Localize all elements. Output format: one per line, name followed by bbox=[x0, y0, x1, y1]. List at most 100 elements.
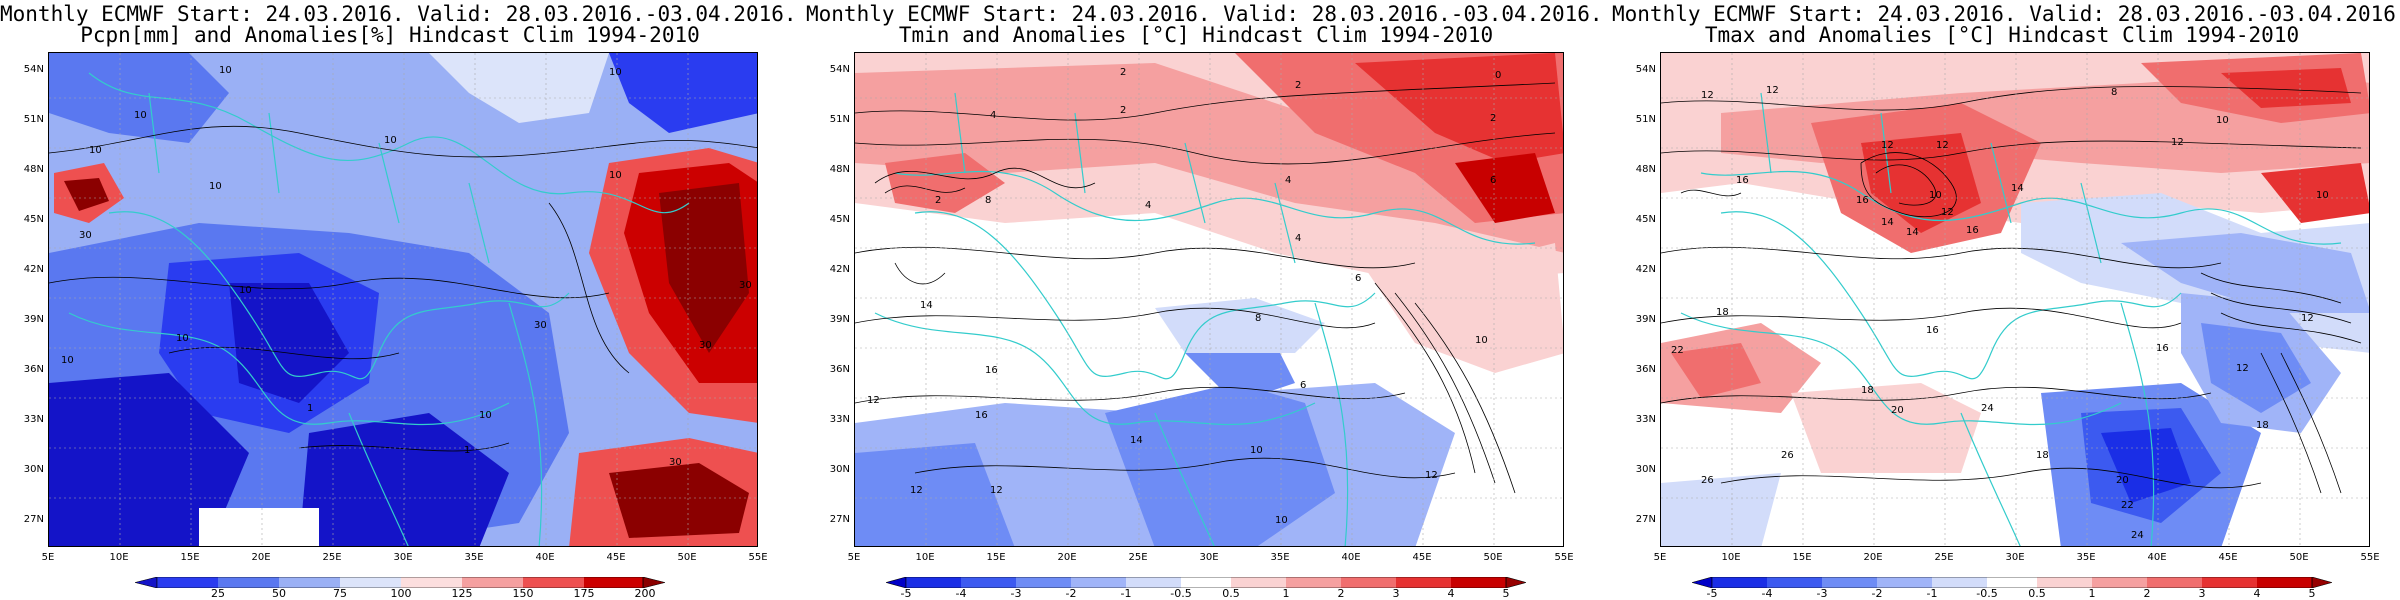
lat-tick: 33N bbox=[829, 414, 850, 425]
lon-tick: 40E bbox=[535, 552, 555, 563]
colorbar-tick: 5 bbox=[1502, 587, 1510, 600]
colorbar-tick: 25 bbox=[211, 587, 225, 600]
contour-label: 16 bbox=[1926, 325, 1939, 336]
colorbar-tick: -5 bbox=[1706, 587, 1718, 600]
colorbar-tick: 50 bbox=[272, 587, 286, 600]
colorbar-tick: 4 bbox=[2253, 587, 2261, 600]
lon-tick: 15E bbox=[180, 552, 200, 563]
lat-tick: 48N bbox=[1635, 164, 1656, 175]
lon-tick: 30E bbox=[2005, 552, 2025, 563]
lat-tick: 48N bbox=[829, 164, 850, 175]
contour-label: 10 bbox=[1250, 445, 1263, 456]
lat-tick: 54N bbox=[23, 64, 44, 75]
colorbar-tick: 125 bbox=[451, 587, 473, 600]
contour-label: 4 bbox=[990, 110, 996, 121]
lat-tick: 54N bbox=[829, 64, 850, 75]
contour-label: 1 bbox=[464, 445, 470, 456]
colorbar-tick: -1 bbox=[1120, 587, 1132, 600]
contour-label: 10 bbox=[239, 285, 252, 296]
contour-label: 10 bbox=[61, 355, 74, 366]
contour-label: 2 bbox=[1295, 80, 1301, 91]
lat-tick: 27N bbox=[1635, 514, 1656, 525]
contour-label: 12 bbox=[1881, 140, 1894, 151]
lat-tick: 45N bbox=[1635, 214, 1656, 225]
lat-tick: 42N bbox=[829, 264, 850, 275]
contour-label: 20 bbox=[1891, 405, 1904, 416]
precip-map: 10 10 10 10 10 10 30 10 10 10 30 10 10 1… bbox=[48, 52, 758, 547]
lon-tick: 10E bbox=[1721, 552, 1741, 563]
lat-tick: 30N bbox=[829, 464, 850, 475]
contour-label: 10 bbox=[89, 145, 102, 156]
lat-tick: 36N bbox=[1635, 364, 1656, 375]
colorbar-tick: 100 bbox=[390, 587, 412, 600]
contour-label: 16 bbox=[1736, 175, 1749, 186]
colorbar-tick: -2 bbox=[1065, 587, 1077, 600]
lon-tick: 15E bbox=[986, 552, 1006, 563]
colorbar-tick: -1 bbox=[1926, 587, 1938, 600]
contour-label: 10 bbox=[384, 135, 397, 146]
panel-title-line2: Tmin and Anomalies [°C] Hindcast Clim 19… bbox=[898, 23, 1494, 47]
lon-tick: 5E bbox=[1653, 552, 1667, 563]
lat-tick: 51N bbox=[23, 114, 44, 125]
contour-label: 12 bbox=[1425, 470, 1438, 481]
contour-label: 30 bbox=[739, 280, 752, 291]
colorbar-tick: 175 bbox=[573, 587, 595, 600]
contour-label: 10 bbox=[609, 170, 622, 181]
contour-label: 16 bbox=[975, 410, 988, 421]
lon-tick: 5E bbox=[847, 552, 861, 563]
contour-label: 24 bbox=[1981, 403, 1994, 414]
contour-label: 10 bbox=[479, 410, 492, 421]
colorbar-tick: 1 bbox=[1282, 587, 1290, 600]
colorbar-tick: 5 bbox=[2308, 587, 2316, 600]
contour-label: 12 bbox=[2236, 363, 2249, 374]
contour-label: 12 bbox=[867, 395, 880, 406]
panel-title-line1: Monthly ECMWF Start: 24.03.2016. Valid: … bbox=[0, 2, 797, 26]
colorbar-tick: 3 bbox=[2198, 587, 2206, 600]
colorbar-tick: -4 bbox=[1761, 587, 1773, 600]
tmin-map: 2 4 2 2 0 2 6 8 4 4 2 4 6 8 10 14 12 12 … bbox=[854, 52, 1564, 547]
colorbar-tick: -0.5 bbox=[1976, 587, 1998, 600]
colorbar-tick: -5 bbox=[900, 587, 912, 600]
contour-label: 14 bbox=[1130, 435, 1143, 446]
colorbar-tick: 2 bbox=[1337, 587, 1345, 600]
lon-tick: 55E bbox=[2360, 552, 2380, 563]
contour-label: 26 bbox=[1781, 450, 1794, 461]
contour-label: 10 bbox=[609, 67, 622, 78]
contour-label: 2 bbox=[1120, 105, 1126, 116]
lon-tick: 30E bbox=[393, 552, 413, 563]
lat-tick: 33N bbox=[1635, 414, 1656, 425]
colorbar-tick: 0.5 bbox=[2028, 587, 2046, 600]
lon-tick: 40E bbox=[1341, 552, 1361, 563]
lat-tick: 30N bbox=[1635, 464, 1656, 475]
colorbar-tick: 4 bbox=[1447, 587, 1455, 600]
contour-label: 18 bbox=[2256, 420, 2269, 431]
lon-tick: 45E bbox=[1412, 552, 1432, 563]
lat-tick: 39N bbox=[23, 314, 44, 325]
panel-title-line2: Pcpn[mm] and Anomalies[%] Hindcast Clim … bbox=[80, 23, 700, 47]
contour-label: 4 bbox=[1295, 233, 1301, 244]
contour-label: 12 bbox=[2301, 313, 2314, 324]
lat-tick: 36N bbox=[23, 364, 44, 375]
contour-label: 10 bbox=[2316, 190, 2329, 201]
colorbar-tick: 0.5 bbox=[1222, 587, 1240, 600]
lon-tick: 10E bbox=[915, 552, 935, 563]
contour-label: 10 bbox=[2216, 115, 2229, 126]
contour-label: 10 bbox=[209, 181, 222, 192]
contour-label: 30 bbox=[534, 320, 547, 331]
lat-tick: 30N bbox=[23, 464, 44, 475]
lon-tick: 55E bbox=[1554, 552, 1574, 563]
lon-tick: 5E bbox=[41, 552, 55, 563]
contour-label: 22 bbox=[2121, 500, 2134, 511]
colorbar-tick: -4 bbox=[955, 587, 967, 600]
colorbar-tick: -3 bbox=[1816, 587, 1828, 600]
contour-label: 10 bbox=[1275, 515, 1288, 526]
lat-tick: 51N bbox=[1635, 114, 1656, 125]
lon-tick: 25E bbox=[1934, 552, 1954, 563]
lat-tick: 54N bbox=[1635, 64, 1656, 75]
lon-tick: 20E bbox=[1863, 552, 1883, 563]
contour-label: 12 bbox=[1701, 90, 1714, 101]
contour-label: 30 bbox=[79, 230, 92, 241]
contour-label: 12 bbox=[910, 485, 923, 496]
colorbar-tick: -2 bbox=[1871, 587, 1883, 600]
lon-tick: 25E bbox=[322, 552, 342, 563]
